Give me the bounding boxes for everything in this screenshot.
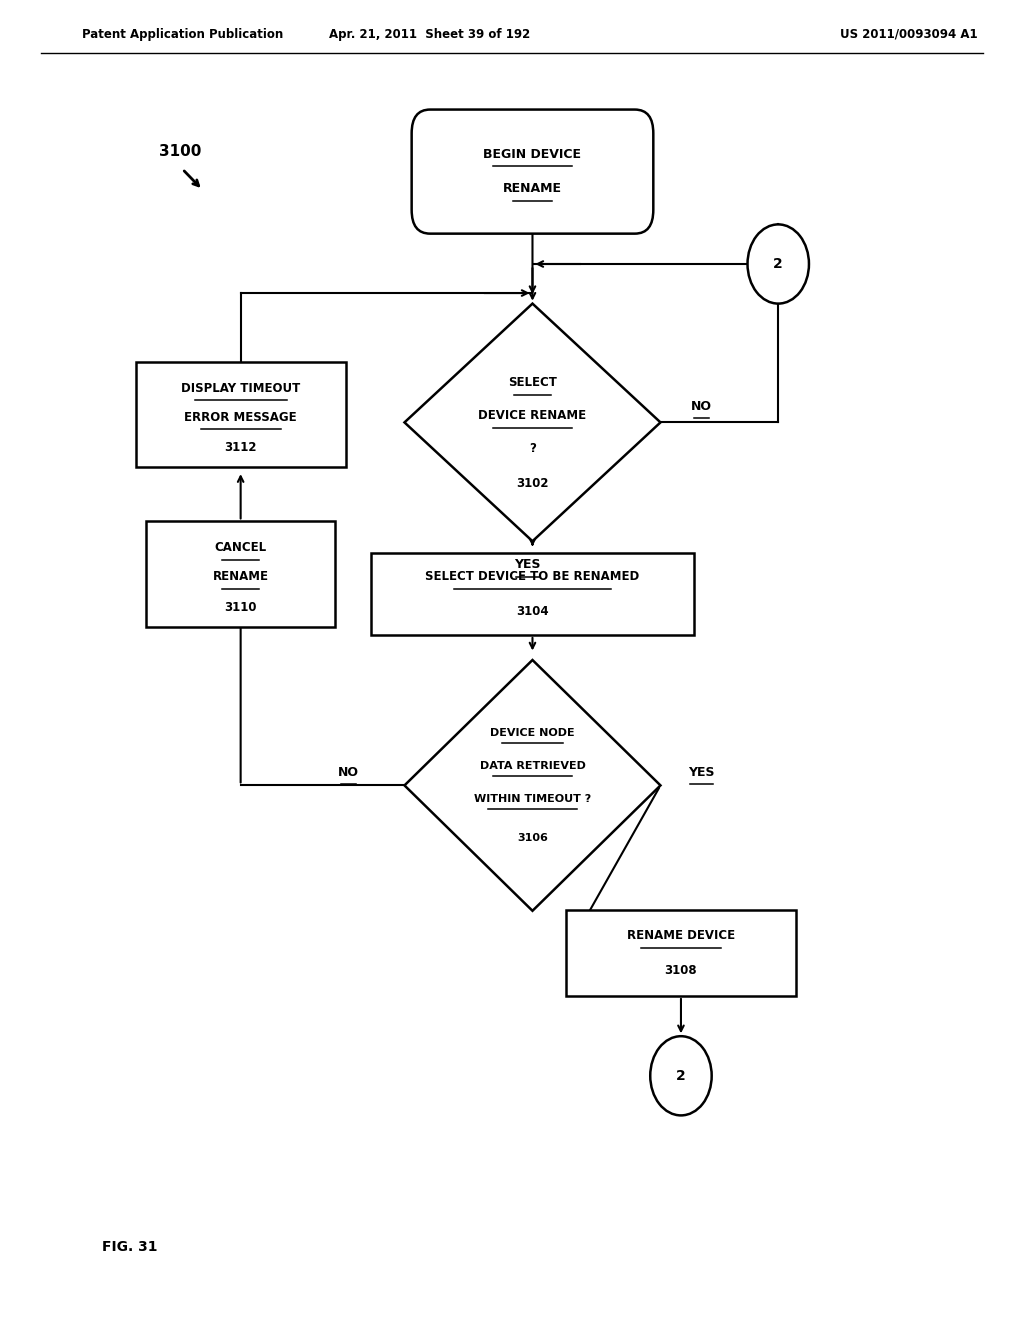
Text: RENAME: RENAME: [503, 182, 562, 195]
Text: Apr. 21, 2011  Sheet 39 of 192: Apr. 21, 2011 Sheet 39 of 192: [330, 28, 530, 41]
Text: SELECT DEVICE TO BE RENAMED: SELECT DEVICE TO BE RENAMED: [425, 570, 640, 583]
Polygon shape: [404, 660, 660, 911]
Text: 3112: 3112: [224, 441, 257, 454]
Text: RENAME DEVICE: RENAME DEVICE: [627, 929, 735, 942]
Text: 3102: 3102: [516, 477, 549, 490]
Text: Patent Application Publication: Patent Application Publication: [82, 28, 284, 41]
Text: WITHIN TIMEOUT ?: WITHIN TIMEOUT ?: [474, 793, 591, 804]
Bar: [372, 553, 694, 635]
Text: YES: YES: [514, 558, 541, 572]
Text: NO: NO: [691, 400, 712, 413]
Text: SELECT: SELECT: [508, 376, 557, 389]
Text: DATA RETRIEVED: DATA RETRIEVED: [479, 760, 586, 771]
Text: ?: ?: [529, 442, 536, 455]
Text: BEGIN DEVICE: BEGIN DEVICE: [483, 148, 582, 161]
Text: CANCEL: CANCEL: [215, 541, 266, 554]
Polygon shape: [404, 304, 660, 541]
Text: 3104: 3104: [516, 605, 549, 618]
Text: 3106: 3106: [517, 833, 548, 843]
Circle shape: [650, 1036, 712, 1115]
Bar: [145, 521, 336, 627]
Text: NO: NO: [338, 766, 358, 779]
Text: ERROR MESSAGE: ERROR MESSAGE: [184, 411, 297, 424]
Text: 2: 2: [676, 1069, 686, 1082]
Circle shape: [748, 224, 809, 304]
Text: 2: 2: [773, 257, 783, 271]
Text: DEVICE RENAME: DEVICE RENAME: [478, 409, 587, 422]
Text: 3108: 3108: [665, 964, 697, 977]
Text: US 2011/0093094 A1: US 2011/0093094 A1: [840, 28, 977, 41]
Text: YES: YES: [688, 766, 715, 779]
Text: DEVICE NODE: DEVICE NODE: [490, 727, 574, 738]
Text: RENAME: RENAME: [213, 570, 268, 583]
Text: FIG. 31: FIG. 31: [102, 1241, 158, 1254]
Text: 3100: 3100: [159, 144, 201, 160]
FancyBboxPatch shape: [412, 110, 653, 234]
Bar: [135, 362, 346, 467]
Text: DISPLAY TIMEOUT: DISPLAY TIMEOUT: [181, 381, 300, 395]
Bar: [565, 911, 797, 995]
Text: 3110: 3110: [224, 601, 257, 614]
